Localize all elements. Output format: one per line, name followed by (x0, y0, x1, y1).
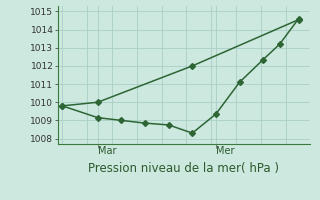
X-axis label: Pression niveau de la mer( hPa ): Pression niveau de la mer( hPa ) (89, 162, 279, 175)
Text: Mer: Mer (216, 146, 234, 156)
Text: Mar: Mar (98, 146, 116, 156)
